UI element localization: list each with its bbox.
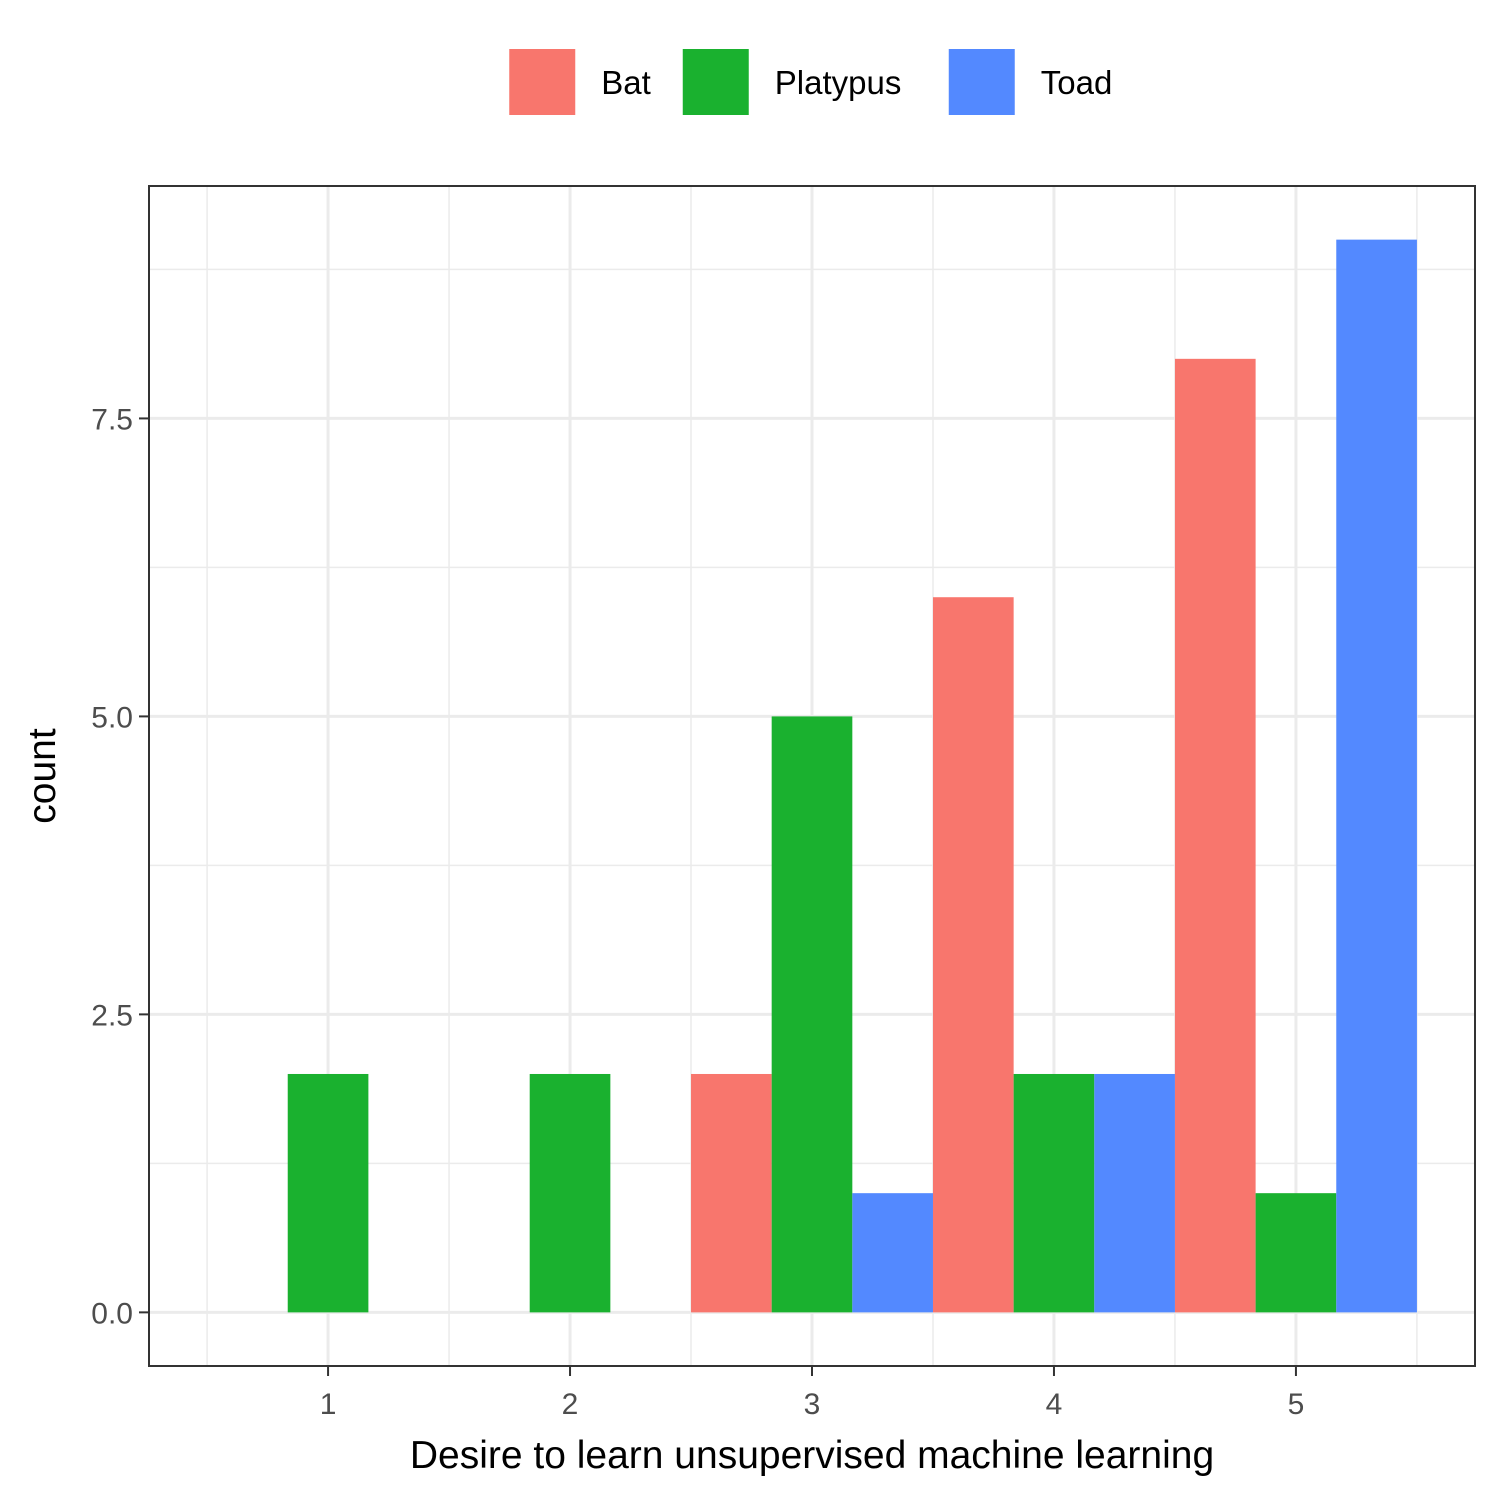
bar-platypus-2 (529, 1073, 611, 1313)
legend-label-platypus: Platypus (775, 64, 902, 101)
bar-toad-4 (1094, 1073, 1175, 1313)
legend-label-toad: Toad (1041, 64, 1113, 101)
x-tick-label: 4 (1046, 1388, 1063, 1421)
bar-platypus-3 (771, 716, 853, 1313)
bar-platypus-4 (1013, 1073, 1095, 1313)
legend: Bat Platypus Toad (509, 49, 1112, 115)
legend-key-bat (509, 49, 576, 115)
y-axis-title: count (21, 728, 64, 824)
bar-bat-3 (691, 1073, 772, 1313)
bar-toad-5 (1336, 239, 1417, 1313)
x-tick-label: 5 (1288, 1388, 1305, 1421)
legend-key-platypus (682, 49, 749, 115)
x-axis: 1 2 3 4 5 (320, 1366, 1305, 1421)
x-tick-label: 2 (562, 1388, 579, 1421)
bar-bat-5 (1174, 358, 1256, 1313)
bar-platypus-5 (1255, 1193, 1337, 1313)
bar-toad-3 (852, 1193, 933, 1313)
legend-label-bat: Bat (601, 64, 651, 101)
x-tick-label: 3 (804, 1388, 821, 1421)
bar-bat-4 (932, 597, 1014, 1313)
y-tick-label: 7.5 (91, 403, 133, 436)
bars (287, 239, 1417, 1313)
y-tick-label: 0.0 (91, 1297, 133, 1330)
bar-platypus-1 (287, 1073, 369, 1313)
x-tick-label: 1 (320, 1388, 337, 1421)
y-tick-label: 2.5 (91, 999, 133, 1032)
legend-key-toad (948, 49, 1015, 115)
x-axis-title: Desire to learn unsupervised machine lea… (410, 1434, 1214, 1477)
y-tick-label: 5.0 (91, 701, 133, 734)
y-axis: 0.0 2.5 5.0 7.5 (91, 403, 149, 1330)
